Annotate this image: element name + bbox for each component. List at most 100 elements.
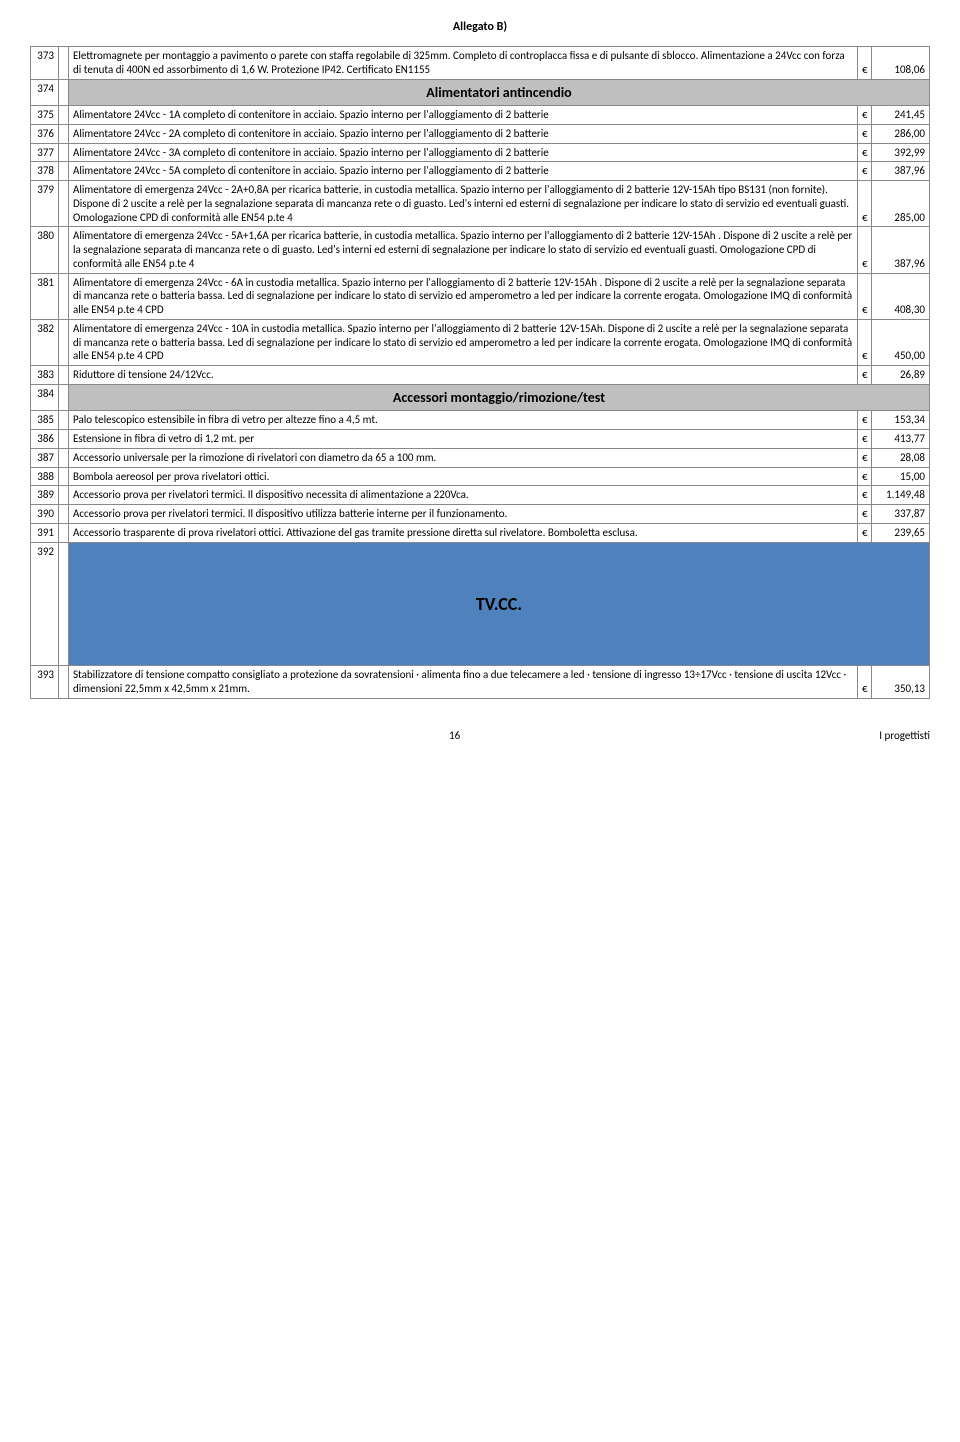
table-row: 377 Alimentatore 24Vcc - 3A completo di c… bbox=[31, 143, 930, 162]
row-price: 387,96 bbox=[872, 162, 930, 181]
table-row: 390 Accessorio prova per rivelatori termi… bbox=[31, 505, 930, 524]
footer-right: I progettisti bbox=[879, 729, 930, 742]
row-price: 28,08 bbox=[872, 448, 930, 467]
row-price: 450,00 bbox=[872, 319, 930, 365]
row-description: Palo telescopico estensibile in fibra di… bbox=[69, 411, 858, 430]
currency-symbol: € bbox=[858, 124, 872, 143]
row-description: Estensione in fibra di vetro di 1,2 mt. … bbox=[69, 430, 858, 449]
currency-symbol: € bbox=[858, 467, 872, 486]
row-marker bbox=[59, 47, 69, 80]
row-marker bbox=[59, 79, 69, 106]
row-description: Accessorio prova per rivelatori termici.… bbox=[69, 505, 858, 524]
table-row: 383Riduttore di tensione 24/12Vcc.€26,89 bbox=[31, 366, 930, 385]
currency-symbol: € bbox=[858, 666, 872, 699]
row-description: Alimentatore di emergenza 24Vcc - 2A+0,8… bbox=[69, 181, 858, 227]
row-index: 381 bbox=[31, 273, 59, 319]
currency-symbol: € bbox=[858, 366, 872, 385]
row-description: Accessorio prova per rivelatori termici.… bbox=[69, 486, 858, 505]
row-index: 384 bbox=[31, 384, 59, 411]
table-row: 374 Alimentatori antincendio bbox=[31, 79, 930, 106]
section-header: Accessori montaggio/rimozione/test bbox=[69, 384, 930, 411]
row-price: 350,13 bbox=[872, 666, 930, 699]
currency-symbol: € bbox=[858, 47, 872, 80]
table-row: 382Alimentatore di emergenza 24Vcc - 10A… bbox=[31, 319, 930, 365]
row-marker bbox=[59, 448, 69, 467]
row-description: Alimentatore di emergenza 24Vcc - 5A+1,6… bbox=[69, 227, 858, 273]
row-marker bbox=[59, 467, 69, 486]
row-marker bbox=[59, 366, 69, 385]
row-marker bbox=[59, 411, 69, 430]
price-table: 373 Elettromagnete per montaggio a pavime… bbox=[30, 46, 930, 699]
row-marker bbox=[59, 273, 69, 319]
table-row: 388Bombola aereosol per prova rivelatori… bbox=[31, 467, 930, 486]
table-row: 387 Accessorio universale per la rimozion… bbox=[31, 448, 930, 467]
row-index: 374 bbox=[31, 79, 59, 106]
currency-symbol: € bbox=[858, 106, 872, 125]
row-marker bbox=[59, 430, 69, 449]
currency-symbol: € bbox=[858, 143, 872, 162]
currency-symbol: € bbox=[858, 505, 872, 524]
row-price: 153,34 bbox=[872, 411, 930, 430]
row-price: 337,87 bbox=[872, 505, 930, 524]
row-index: 375 bbox=[31, 106, 59, 125]
table-row: 389Accessorio prova per rivelatori termi… bbox=[31, 486, 930, 505]
row-index: 373 bbox=[31, 47, 59, 80]
table-row: 386Estensione in fibra di vetro di 1,2 m… bbox=[31, 430, 930, 449]
row-price: 26,89 bbox=[872, 366, 930, 385]
row-price: 408,30 bbox=[872, 273, 930, 319]
row-index: 387 bbox=[31, 448, 59, 467]
page-header: Allegato B) bbox=[30, 20, 930, 34]
row-index: 378 bbox=[31, 162, 59, 181]
page-footer: 16 I progettisti bbox=[30, 729, 930, 742]
row-description: Riduttore di tensione 24/12Vcc. bbox=[69, 366, 858, 385]
row-description: Accessorio trasparente di prova rivelato… bbox=[69, 523, 858, 542]
row-description: Alimentatore 24Vcc - 5A completo di cont… bbox=[69, 162, 858, 181]
row-price: 15,00 bbox=[872, 467, 930, 486]
currency-symbol: € bbox=[858, 448, 872, 467]
table-row: 373 Elettromagnete per montaggio a pavime… bbox=[31, 47, 930, 80]
table-row: 378 Alimentatore 24Vcc - 5A completo di c… bbox=[31, 162, 930, 181]
row-price: 1.149,48 bbox=[872, 486, 930, 505]
row-description: Elettromagnete per montaggio a pavimento… bbox=[69, 47, 858, 80]
row-index: 382 bbox=[31, 319, 59, 365]
row-price: 239,65 bbox=[872, 523, 930, 542]
row-index: 377 bbox=[31, 143, 59, 162]
row-index: 379 bbox=[31, 181, 59, 227]
row-marker bbox=[59, 227, 69, 273]
table-row: 380 Alimentatore di emergenza 24Vcc - 5A+… bbox=[31, 227, 930, 273]
row-index: 380 bbox=[31, 227, 59, 273]
row-price: 285,00 bbox=[872, 181, 930, 227]
row-price: 392,99 bbox=[872, 143, 930, 162]
table-row: 381 Alimentatore di emergenza 24Vcc - 6A … bbox=[31, 273, 930, 319]
row-description: Alimentatore di emergenza 24Vcc - 6A in … bbox=[69, 273, 858, 319]
row-index: 376 bbox=[31, 124, 59, 143]
table-row: 375Alimentatore 24Vcc - 1A completo di c… bbox=[31, 106, 930, 125]
currency-symbol: € bbox=[858, 486, 872, 505]
row-marker bbox=[59, 486, 69, 505]
row-marker bbox=[59, 124, 69, 143]
row-price: 413,77 bbox=[872, 430, 930, 449]
row-description: Accessorio universale per la rimozione d… bbox=[69, 448, 858, 467]
table-row: 393Stabilizzatore di tensione compatto c… bbox=[31, 666, 930, 699]
row-marker bbox=[59, 542, 69, 666]
currency-symbol: € bbox=[858, 411, 872, 430]
section-header: TV.CC. bbox=[69, 542, 930, 666]
table-row: 384 Accessori montaggio/rimozione/test bbox=[31, 384, 930, 411]
row-marker bbox=[59, 162, 69, 181]
row-price: 286,00 bbox=[872, 124, 930, 143]
row-price: 108,06 bbox=[872, 47, 930, 80]
section-header: Alimentatori antincendio bbox=[69, 79, 930, 106]
row-index: 392 bbox=[31, 542, 59, 666]
row-description: Alimentatore 24Vcc - 2A completo di cont… bbox=[69, 124, 858, 143]
currency-symbol: € bbox=[858, 523, 872, 542]
row-price: 241,45 bbox=[872, 106, 930, 125]
row-marker bbox=[59, 666, 69, 699]
row-marker bbox=[59, 523, 69, 542]
row-index: 390 bbox=[31, 505, 59, 524]
currency-symbol: € bbox=[858, 319, 872, 365]
row-description: Stabilizzatore di tensione compatto cons… bbox=[69, 666, 858, 699]
row-marker bbox=[59, 505, 69, 524]
currency-symbol: € bbox=[858, 273, 872, 319]
row-description: Alimentatore 24Vcc - 3A completo di cont… bbox=[69, 143, 858, 162]
row-marker bbox=[59, 143, 69, 162]
